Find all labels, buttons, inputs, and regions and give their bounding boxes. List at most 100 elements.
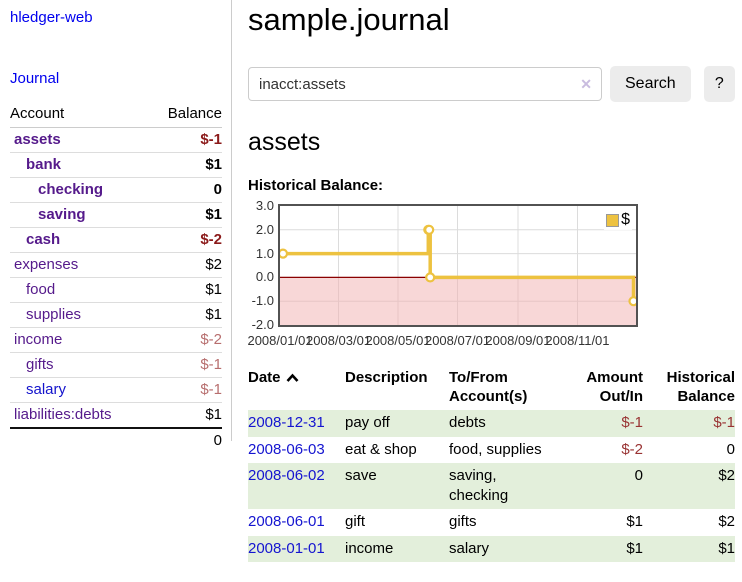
main-content: sample.journal ✕ Search ? assets Histori…	[247, 0, 735, 563]
transaction-balance: $2	[718, 513, 735, 531]
accounts-total-row: 0	[10, 427, 222, 452]
txn-header-description: Description	[345, 369, 428, 386]
chart-y-tick-label: 3.0	[255, 198, 274, 213]
transaction-date-link[interactable]: 2008-06-02	[248, 467, 325, 485]
transaction-row: 2008-12-31 pay off debts $-1 $-1	[248, 410, 735, 437]
transaction-accounts: gifts	[449, 513, 477, 531]
transaction-description: pay off	[345, 410, 449, 437]
chart-x-tick-label: 2008/03/01	[305, 333, 372, 348]
transaction-balance: $1	[643, 535, 735, 563]
transaction-date-link[interactable]: 2008-12-31	[248, 414, 325, 432]
txn-header-amount: Amount Out/In	[586, 369, 643, 406]
transaction-row: 2008-06-03 eat & shop food, supplies $-2 0	[248, 437, 735, 464]
account-balance: $1	[148, 202, 222, 228]
account-balance: $2	[148, 252, 222, 278]
transaction-balance: $-1	[643, 410, 735, 437]
account-row: food $1	[10, 277, 222, 303]
account-row: salary $-1	[10, 377, 222, 403]
search-form: ✕ Search ?	[248, 66, 735, 102]
account-row: expenses $2	[10, 252, 222, 278]
sidebar-item-journal[interactable]: Journal	[10, 70, 60, 87]
transaction-date-link[interactable]: 2008-06-01	[248, 513, 325, 531]
transaction-description: gift	[345, 513, 366, 531]
account-row: saving $1	[10, 202, 222, 228]
transaction-amount: $1	[567, 535, 643, 563]
accounts-table-body: assets $-1 bank $1 checking 0 saving $1 cash $-2 e…	[10, 128, 222, 428]
account-row: gifts $-1	[10, 352, 222, 378]
account-link[interactable]: expenses	[14, 256, 79, 273]
account-balance: $-2	[148, 227, 222, 253]
transactions-table-body: 2008-12-31 pay off debts $-1 $-1 2008-06-03 ea…	[248, 410, 735, 563]
account-link[interactable]: gifts	[26, 356, 54, 373]
sort-ascending-icon	[286, 369, 299, 388]
txn-header-balance: Historical Balance	[666, 369, 735, 406]
account-row: liabilities:debts $1	[10, 402, 222, 428]
account-row: cash $-2	[10, 227, 222, 253]
account-link[interactable]: bank	[26, 156, 62, 173]
transaction-description: eat & shop	[345, 440, 417, 458]
historical-balance-chart: 3.0 2.0 1.0 0.0 -1.0 -2.0 $ 2008/01/01 2008/03…	[247, 198, 735, 350]
chart-x-tick-label: 2008/05/01	[365, 333, 431, 348]
accounts-header-account: Account	[10, 103, 149, 128]
search-input[interactable]	[248, 67, 602, 101]
accounts-total-value: 0	[10, 427, 222, 452]
account-balance: $1	[148, 152, 222, 178]
account-balance: $-1	[148, 377, 222, 403]
account-link[interactable]: supplies	[26, 306, 82, 323]
legend-swatch-icon	[606, 213, 620, 227]
account-link[interactable]: liabilities:debts	[14, 406, 112, 423]
chart-plot-svg	[280, 206, 636, 325]
transaction-date-link[interactable]: 2008-01-01	[248, 539, 325, 557]
account-balance: 0	[148, 177, 222, 203]
transaction-row: 2008-06-01 gift gifts $1 $2	[248, 509, 735, 536]
account-link[interactable]: saving	[38, 206, 86, 223]
account-link[interactable]: assets	[14, 131, 61, 148]
txn-header-date[interactable]: Date	[248, 366, 345, 410]
transaction-balance: 0	[726, 440, 735, 458]
account-balance: $-1	[200, 131, 222, 148]
account-row: assets $-1	[10, 128, 222, 153]
chart-y-tick-label: -2.0	[251, 317, 274, 332]
account-link[interactable]: income	[14, 331, 63, 348]
clear-search-icon[interactable]: ✕	[580, 76, 592, 92]
account-balance: $1	[148, 302, 222, 328]
transaction-date-link[interactable]: 2008-06-03	[248, 440, 325, 458]
transaction-description: income	[345, 535, 449, 563]
legend-label: $	[621, 211, 630, 228]
chart-y-tick-label: 0.0	[255, 269, 274, 285]
transactions-table: Date Description To/From Account(s) Amou…	[248, 366, 735, 563]
transaction-accounts: salary	[449, 535, 567, 563]
account-heading: assets	[248, 128, 321, 156]
help-button[interactable]: ?	[703, 66, 735, 102]
account-link[interactable]: cash	[26, 231, 61, 248]
transaction-accounts: debts	[449, 410, 567, 437]
account-balance: $-1	[148, 352, 222, 378]
account-link[interactable]: checking	[38, 181, 104, 198]
transaction-amount: $1	[626, 513, 643, 531]
chart-y-tick-label: 2.0	[255, 221, 274, 237]
chart-x-tick-label: 2008/07/01	[424, 333, 491, 348]
transaction-row: 2008-01-01 income salary $1 $1	[248, 535, 735, 563]
account-balance: $1	[148, 402, 222, 428]
chart-x-tick-label: 2008/01/01	[247, 333, 313, 348]
accounts-table: Account Balance assets $-1 bank $1 checking 0…	[10, 103, 222, 452]
account-balance: $-2	[148, 327, 222, 353]
account-row: bank $1	[10, 152, 222, 178]
accounts-header-balance: Balance	[148, 103, 222, 128]
transaction-amount: $-1	[567, 410, 643, 437]
chart-y-tick-label: 1.0	[255, 245, 274, 261]
account-row: income $-2	[10, 327, 222, 353]
transaction-amount: $-2	[621, 440, 643, 458]
chart-x-tick-label: 2008/09/01	[485, 333, 551, 348]
page-title: sample.journal	[248, 2, 450, 37]
chart-y-tick-label: -1.0	[251, 293, 274, 309]
chart-legend: $	[604, 210, 632, 230]
app-title-link[interactable]: hledger-web	[10, 9, 93, 26]
account-link[interactable]: food	[26, 281, 56, 298]
search-button[interactable]: Search	[610, 66, 691, 102]
sidebar: hledger-web Journal Account Balance asse…	[0, 0, 232, 452]
account-link[interactable]: salary	[26, 381, 67, 398]
chart-plot-area: $	[278, 204, 638, 327]
account-balance: $1	[148, 277, 222, 303]
txn-header-accounts: To/From Account(s)	[449, 369, 528, 406]
